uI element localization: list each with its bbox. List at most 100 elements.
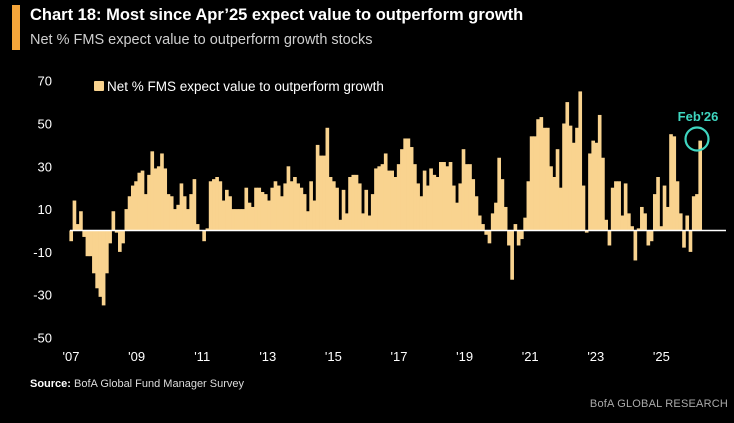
bar: [442, 162, 446, 231]
bar: [192, 179, 197, 231]
bar: [393, 177, 398, 231]
source-text: BofA Global Fund Manager Survey: [74, 378, 245, 390]
bar: [176, 204, 181, 231]
x-tick-label: '17: [391, 349, 408, 364]
bar: [344, 213, 349, 231]
y-tick-label: -50: [33, 331, 52, 346]
bar: [549, 166, 553, 231]
bar: [215, 177, 219, 231]
bar: [542, 127, 547, 231]
bar: [620, 215, 625, 231]
bar: [568, 125, 573, 231]
bar: [143, 194, 148, 231]
bar: [558, 187, 563, 231]
bar: [656, 177, 660, 231]
bar: [263, 194, 268, 231]
bar: [422, 170, 427, 231]
bar: [481, 224, 485, 231]
bar: [153, 168, 158, 231]
bar: [234, 209, 239, 231]
bar: [367, 215, 372, 231]
bar: [464, 164, 469, 231]
bar: [487, 230, 492, 244]
bar: [244, 187, 249, 231]
bar: [124, 209, 129, 231]
bar: [163, 168, 168, 231]
bar: [516, 230, 521, 246]
bar: [296, 183, 300, 231]
bar: [539, 117, 544, 231]
bar: [247, 202, 252, 231]
bar: [455, 202, 459, 231]
bar: [335, 187, 339, 231]
bar: [665, 206, 670, 231]
brand-footer: BofA GLOBAL RESEARCH: [589, 398, 728, 410]
bar: [636, 228, 641, 231]
bar: [254, 187, 258, 231]
bar: [341, 189, 346, 231]
y-tick-label: -30: [33, 288, 52, 303]
bar: [283, 183, 288, 231]
bar: [150, 151, 155, 231]
bar: [302, 194, 307, 231]
x-tick-label: '09: [128, 349, 145, 364]
bar: [659, 226, 664, 231]
bar: [643, 213, 647, 231]
chart-title: Chart 18: Most since Apr’25 expect value…: [30, 6, 524, 24]
bar: [513, 224, 518, 231]
bar: [348, 177, 352, 231]
x-tick-label: '07: [63, 349, 80, 364]
bars-group: [69, 91, 703, 306]
bar: [419, 196, 424, 231]
bar: [387, 170, 391, 231]
bar: [461, 149, 466, 231]
bar: [351, 174, 356, 231]
bar: [390, 170, 394, 231]
bar: [685, 215, 690, 231]
bar: [286, 166, 291, 231]
bar: [95, 230, 99, 289]
bar: [640, 206, 644, 231]
bar: [189, 194, 193, 231]
y-tick-label: 10: [38, 202, 52, 217]
bar: [669, 134, 673, 231]
bar: [426, 185, 430, 231]
bar: [69, 230, 74, 242]
bar: [396, 164, 401, 231]
y-tick-label: 70: [38, 74, 52, 89]
bar: [208, 181, 213, 231]
bar: [597, 114, 602, 231]
bar: [591, 140, 596, 231]
bar: [610, 187, 615, 231]
bar: [662, 185, 667, 231]
bar: [202, 230, 206, 242]
bar: [276, 185, 281, 231]
bar: [571, 142, 576, 231]
x-tick-label: '11: [194, 349, 210, 364]
bar: [108, 230, 112, 244]
bar: [490, 213, 495, 231]
bar: [691, 196, 696, 231]
bar: [293, 177, 297, 231]
bar: [315, 144, 320, 231]
bar: [403, 138, 407, 231]
bar: [601, 157, 605, 231]
bar: [88, 230, 93, 257]
bar: [578, 91, 583, 231]
bar: [130, 185, 135, 231]
bar: [409, 147, 414, 231]
bar: [400, 149, 404, 231]
bar: [370, 194, 375, 231]
bar: [633, 230, 638, 261]
bar: [156, 166, 161, 231]
bar: [630, 226, 634, 231]
bar: [114, 230, 119, 233]
bar: [555, 149, 560, 231]
bar: [137, 172, 142, 231]
bar: [682, 230, 686, 248]
x-axis-labels: '07 '09 '11 '13 '15 '17 '19 '21 '23 '25: [63, 349, 670, 364]
bar: [101, 230, 106, 306]
bar: [614, 181, 618, 231]
bar: [497, 157, 501, 231]
bar: [649, 230, 654, 242]
